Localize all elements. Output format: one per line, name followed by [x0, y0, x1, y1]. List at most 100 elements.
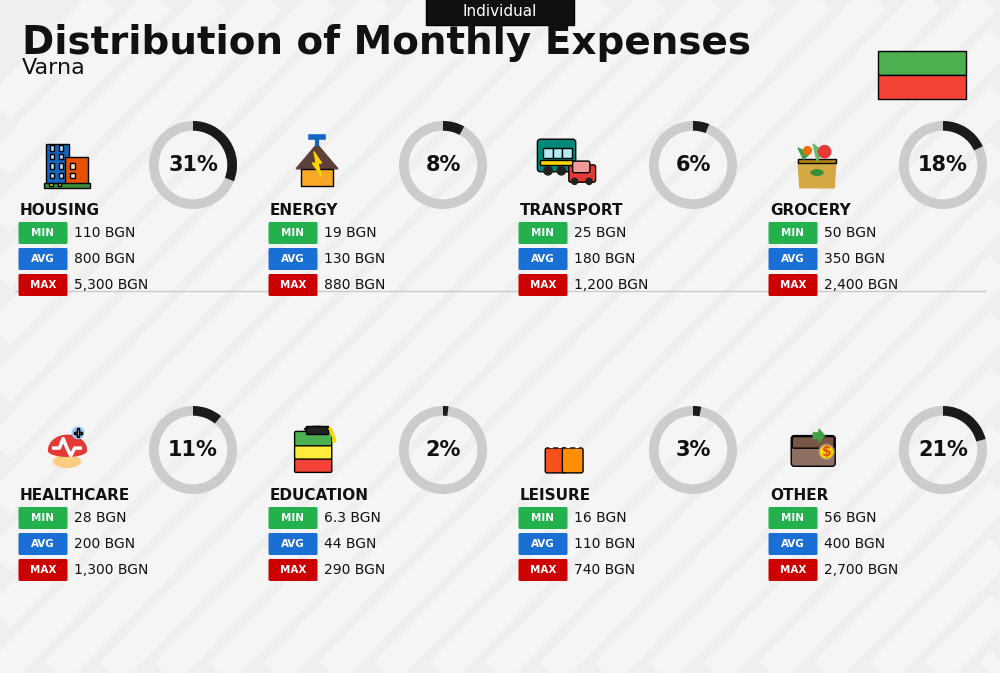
FancyBboxPatch shape: [18, 248, 68, 270]
Polygon shape: [813, 429, 825, 442]
FancyBboxPatch shape: [798, 159, 836, 163]
Circle shape: [72, 427, 84, 439]
FancyBboxPatch shape: [573, 161, 590, 173]
FancyBboxPatch shape: [768, 248, 818, 270]
Text: 8%: 8%: [425, 155, 461, 175]
FancyBboxPatch shape: [562, 448, 583, 473]
FancyBboxPatch shape: [50, 173, 54, 178]
Text: 130 BGN: 130 BGN: [324, 252, 385, 266]
Wedge shape: [693, 406, 701, 417]
FancyBboxPatch shape: [50, 164, 54, 169]
Text: MAX: MAX: [780, 565, 806, 575]
Text: MIN: MIN: [532, 513, 554, 523]
FancyBboxPatch shape: [50, 154, 54, 160]
Text: OTHER: OTHER: [770, 488, 828, 503]
Circle shape: [585, 178, 593, 185]
FancyBboxPatch shape: [70, 173, 75, 178]
Text: 180 BGN: 180 BGN: [574, 252, 635, 266]
Text: Distribution of Monthly Expenses: Distribution of Monthly Expenses: [22, 24, 751, 62]
Wedge shape: [649, 406, 737, 494]
FancyBboxPatch shape: [518, 507, 568, 529]
Wedge shape: [443, 121, 464, 135]
Polygon shape: [798, 162, 836, 188]
FancyBboxPatch shape: [545, 448, 566, 473]
Text: AVG: AVG: [281, 539, 305, 549]
Circle shape: [818, 145, 831, 159]
Text: AVG: AVG: [781, 539, 805, 549]
FancyBboxPatch shape: [65, 157, 88, 186]
Text: 1,200 BGN: 1,200 BGN: [574, 278, 648, 292]
Circle shape: [571, 178, 578, 185]
Polygon shape: [813, 144, 823, 162]
FancyBboxPatch shape: [74, 432, 82, 434]
Text: 5,300 BGN: 5,300 BGN: [74, 278, 148, 292]
Text: MAX: MAX: [780, 280, 806, 290]
Text: MIN: MIN: [32, 228, 54, 238]
Text: MIN: MIN: [32, 513, 54, 523]
Text: AVG: AVG: [31, 254, 55, 264]
Text: 44 BGN: 44 BGN: [324, 537, 376, 551]
FancyBboxPatch shape: [553, 148, 562, 158]
FancyBboxPatch shape: [768, 507, 818, 529]
Text: Individual: Individual: [463, 3, 537, 18]
Text: ENERGY: ENERGY: [270, 203, 338, 218]
FancyBboxPatch shape: [301, 169, 333, 186]
Text: 290 BGN: 290 BGN: [324, 563, 385, 577]
FancyBboxPatch shape: [768, 222, 818, 244]
FancyBboxPatch shape: [518, 248, 568, 270]
FancyBboxPatch shape: [562, 148, 572, 158]
FancyBboxPatch shape: [306, 427, 328, 434]
FancyBboxPatch shape: [518, 222, 568, 244]
FancyBboxPatch shape: [77, 429, 79, 436]
Text: MAX: MAX: [530, 565, 556, 575]
Text: 400 BGN: 400 BGN: [824, 537, 885, 551]
Text: MIN: MIN: [782, 228, 804, 238]
FancyBboxPatch shape: [268, 274, 318, 296]
FancyBboxPatch shape: [268, 507, 318, 529]
Text: 16 BGN: 16 BGN: [574, 511, 627, 525]
Text: 21%: 21%: [918, 440, 968, 460]
FancyBboxPatch shape: [518, 274, 568, 296]
Text: 18%: 18%: [918, 155, 968, 175]
Text: 200 BGN: 200 BGN: [74, 537, 135, 551]
Text: 56 BGN: 56 BGN: [824, 511, 876, 525]
FancyBboxPatch shape: [59, 145, 63, 151]
FancyBboxPatch shape: [59, 154, 63, 160]
Polygon shape: [798, 148, 809, 160]
Text: AVG: AVG: [531, 539, 555, 549]
Text: AVG: AVG: [281, 254, 305, 264]
Ellipse shape: [304, 426, 330, 433]
Text: 19 BGN: 19 BGN: [324, 226, 377, 240]
Wedge shape: [899, 406, 987, 494]
Text: MIN: MIN: [282, 228, 304, 238]
FancyBboxPatch shape: [18, 533, 68, 555]
Wedge shape: [693, 121, 709, 133]
FancyBboxPatch shape: [18, 507, 68, 529]
Polygon shape: [296, 144, 338, 169]
Circle shape: [543, 166, 553, 176]
FancyBboxPatch shape: [295, 445, 332, 459]
Text: AVG: AVG: [781, 254, 805, 264]
FancyBboxPatch shape: [518, 559, 568, 581]
FancyBboxPatch shape: [518, 533, 568, 555]
Text: 1,300 BGN: 1,300 BGN: [74, 563, 148, 577]
Text: MIN: MIN: [782, 513, 804, 523]
FancyBboxPatch shape: [537, 139, 576, 172]
FancyBboxPatch shape: [569, 165, 596, 182]
Text: MAX: MAX: [280, 280, 306, 290]
Text: TRANSPORT: TRANSPORT: [520, 203, 624, 218]
Text: 880 BGN: 880 BGN: [324, 278, 385, 292]
Text: 31%: 31%: [168, 155, 218, 175]
Text: GROCERY: GROCERY: [770, 203, 851, 218]
Text: $: $: [822, 445, 831, 459]
Ellipse shape: [810, 169, 824, 176]
Wedge shape: [149, 406, 237, 494]
FancyBboxPatch shape: [77, 428, 79, 437]
Wedge shape: [193, 121, 237, 181]
Wedge shape: [943, 121, 983, 150]
Circle shape: [803, 146, 812, 155]
Text: 110 BGN: 110 BGN: [574, 537, 635, 551]
Text: 2,400 BGN: 2,400 BGN: [824, 278, 898, 292]
Text: MIN: MIN: [282, 513, 304, 523]
Text: 6.3 BGN: 6.3 BGN: [324, 511, 381, 525]
